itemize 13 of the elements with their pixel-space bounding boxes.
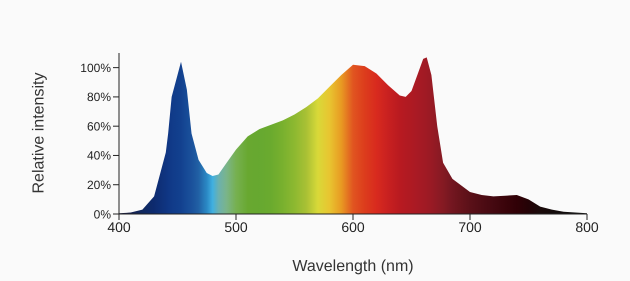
x-tick-label: 400 [107,218,131,235]
y-tick-label: 40% [86,148,112,163]
x-tick-label: 700 [458,218,482,235]
x-tick-label: 800 [575,218,599,235]
y-axis-title: Relative intensity [30,72,48,194]
x-tick-label: 600 [341,218,365,235]
x-axis-title: Wavelength (nm) [292,258,414,275]
y-tick-label: 0% [94,207,112,222]
y-tick-label: 60% [86,119,112,134]
y-tick-label: 20% [86,178,112,192]
y-tick-label: 80% [86,90,112,104]
y-tick-label: 100% [80,60,112,75]
x-tick-label: 500 [224,218,248,235]
